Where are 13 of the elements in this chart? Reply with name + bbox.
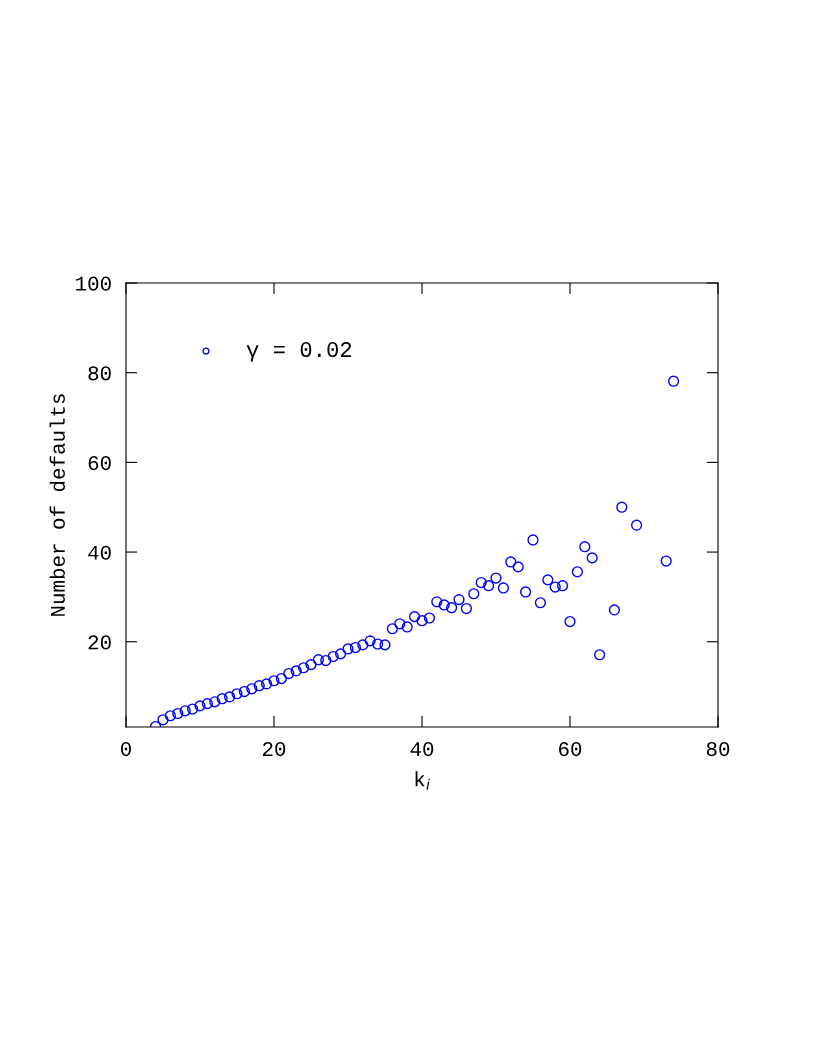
legend-label: γ = 0.02 [246, 342, 352, 362]
y-tick-label: 40 [88, 545, 111, 560]
x-axis-title: k$_{i}$ [415, 771, 430, 790]
x-tick-label: 40 [410, 742, 434, 757]
x-tick-label: 80 [706, 742, 730, 757]
x-tick-label: 0 [121, 742, 131, 757]
y-axis-title: Number of defaults [49, 394, 65, 616]
y-tick-label: 60 [88, 455, 111, 471]
x-tick-label: 60 [559, 742, 582, 757]
x-tick-label: 20 [262, 742, 286, 757]
y-tick-label: 80 [88, 366, 111, 381]
y-tick-label: 20 [88, 635, 111, 650]
y-tick-label: 100 [76, 276, 111, 291]
